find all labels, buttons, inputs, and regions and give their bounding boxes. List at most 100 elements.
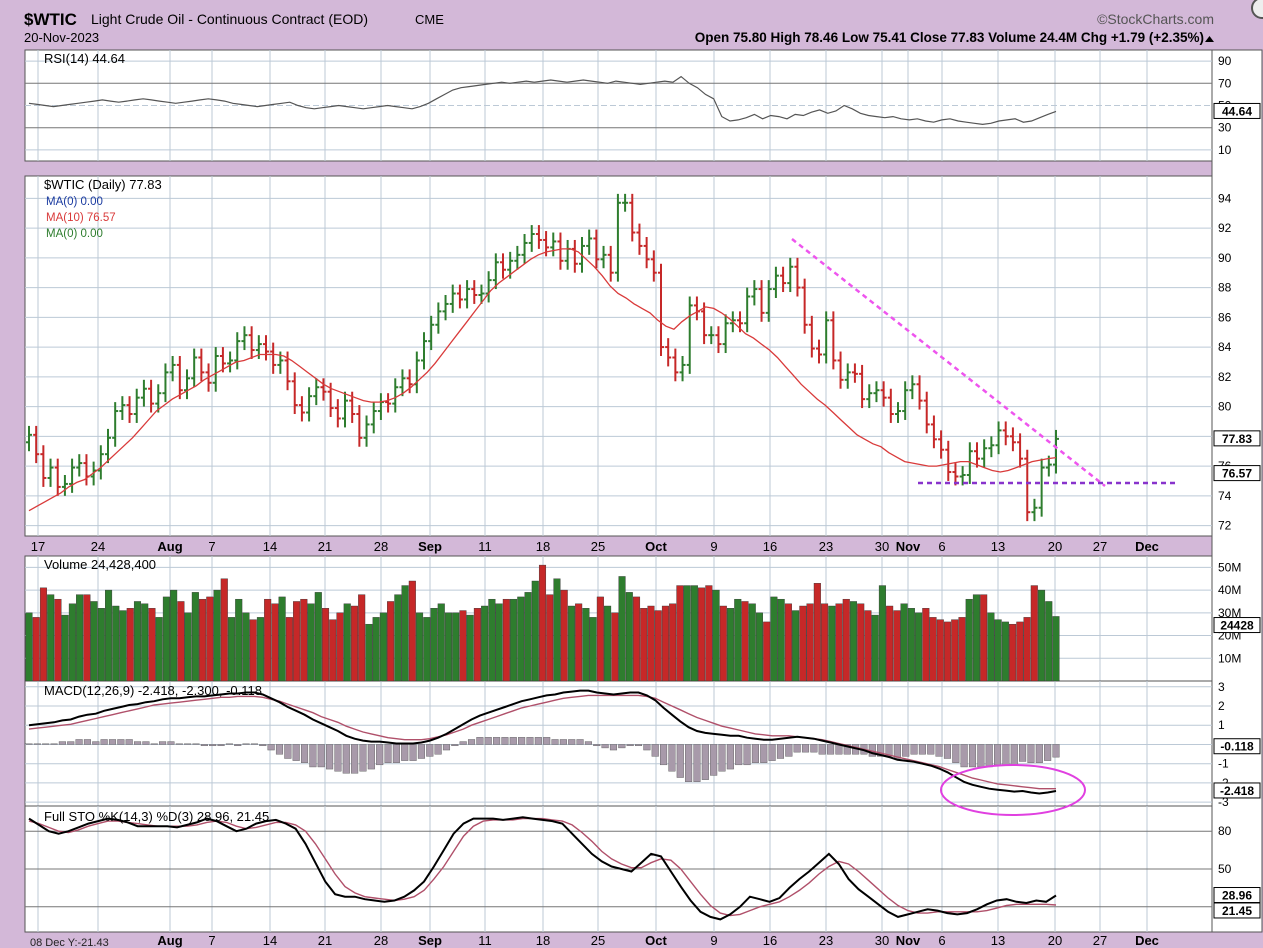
histogram-bar: [877, 744, 885, 757]
volume-bar: [958, 617, 966, 682]
price-tick: 88: [1218, 281, 1232, 295]
histogram-bar: [417, 744, 425, 759]
volume-bar: [727, 608, 735, 682]
macd-hist-tag-box: [1213, 738, 1261, 755]
volume-bar: [227, 617, 236, 682]
histogram-bar: [1027, 744, 1035, 763]
volume-bar: [524, 592, 532, 682]
histogram-bar: [150, 743, 158, 745]
histogram-bar: [359, 744, 367, 772]
histogram-bar: [676, 744, 684, 778]
histogram-bar: [559, 739, 567, 745]
histogram-bar: [810, 744, 818, 753]
volume-bar: [278, 596, 286, 682]
volume-bar: [242, 612, 250, 682]
price-tick: 72: [1218, 519, 1232, 533]
x-axis-label: 7: [208, 539, 215, 554]
histogram-bar: [367, 744, 375, 770]
volume-bar: [502, 598, 510, 682]
volume-bar: [112, 605, 120, 682]
volume-bar: [141, 603, 149, 682]
histogram-bar: [609, 744, 618, 751]
volume-bar: [813, 583, 821, 682]
volume-bar: [206, 596, 214, 682]
x-axis-label: Aug: [157, 539, 182, 554]
histogram-bar: [968, 744, 977, 768]
volume-bar: [264, 598, 272, 682]
histogram-bar: [200, 744, 208, 747]
volume-bar: [763, 621, 771, 682]
volume-bar: [770, 596, 778, 682]
volume-bar: [878, 585, 886, 682]
volume-tick: 50M: [1218, 560, 1241, 574]
histogram-bar: [718, 744, 726, 772]
volume-bar: [148, 608, 156, 682]
volume-tick: 10M: [1218, 651, 1241, 665]
volume-bar: [517, 596, 525, 682]
histogram-bar: [651, 744, 659, 757]
volume-bar: [1052, 616, 1060, 682]
histogram-bar: [768, 744, 776, 761]
bottom-x-label: 27: [1093, 933, 1107, 948]
bottom-note-label: 08 Dec Y:-21.43: [30, 937, 109, 948]
volume-bar: [842, 598, 850, 682]
histogram-bar: [134, 741, 142, 745]
volume-bar: [965, 598, 973, 682]
volume-bar: [676, 585, 684, 682]
x-axis-label: 11: [478, 539, 492, 554]
histogram-bar: [601, 744, 609, 749]
volume-bar: [719, 605, 727, 682]
histogram-bar: [117, 739, 125, 745]
volume-bar: [531, 580, 539, 682]
macd-value-tag: -2.418: [1220, 784, 1254, 798]
volume-bar: [416, 612, 424, 682]
volume-bar: [105, 589, 113, 682]
volume-bar: [1001, 621, 1009, 682]
histogram-bar: [509, 737, 517, 745]
price-tick: 84: [1218, 340, 1232, 354]
macd-histogram: [25, 737, 1060, 782]
histogram-bar: [668, 744, 676, 772]
histogram-bar: [92, 741, 100, 745]
volume-bar: [567, 605, 575, 682]
x-axis-label: Dec: [1135, 539, 1159, 554]
volume-bar: [76, 594, 84, 682]
circle-button-icon[interactable]: [1251, 0, 1263, 19]
volume-bar: [951, 619, 959, 682]
x-axis-label: 25: [591, 539, 605, 554]
sto-tick: 50: [1218, 862, 1232, 876]
x-axis-label: 23: [819, 539, 833, 554]
histogram-bar: [618, 744, 626, 749]
volume-bar: [792, 610, 800, 682]
histogram-bar: [434, 744, 442, 755]
bottom-x-label: Dec: [1135, 933, 1159, 948]
histogram-bar: [726, 744, 734, 770]
histogram-bar: [568, 739, 576, 745]
volume-bar: [987, 612, 995, 682]
volume-bar: [68, 603, 76, 682]
histogram-bar: [259, 744, 267, 747]
volume-bar: [423, 617, 431, 682]
price-tick: 74: [1218, 489, 1232, 503]
volume-bar: [336, 612, 344, 682]
price-tick: 92: [1218, 221, 1232, 235]
volume-bar: [1016, 621, 1024, 682]
bottom-x-label: Oct: [645, 933, 667, 948]
volume-bar: [488, 598, 496, 682]
macd-highlight-circle: [940, 764, 1086, 816]
histogram-bar: [292, 744, 300, 761]
histogram-bar: [242, 743, 250, 745]
histogram-bar: [351, 744, 359, 774]
legend-ma0-blue: MA(0) 0.00: [46, 196, 103, 208]
volume-bar: [343, 603, 351, 682]
last-price-tag: 77.83: [1222, 432, 1252, 446]
histogram-bar: [593, 744, 601, 747]
histogram-bar: [960, 744, 968, 768]
volume-bar: [401, 585, 409, 682]
volume-bar: [546, 594, 554, 682]
histogram-bar: [902, 744, 910, 757]
volume-bar: [777, 598, 785, 682]
histogram-bar: [326, 744, 334, 770]
histogram-bar: [309, 744, 317, 768]
